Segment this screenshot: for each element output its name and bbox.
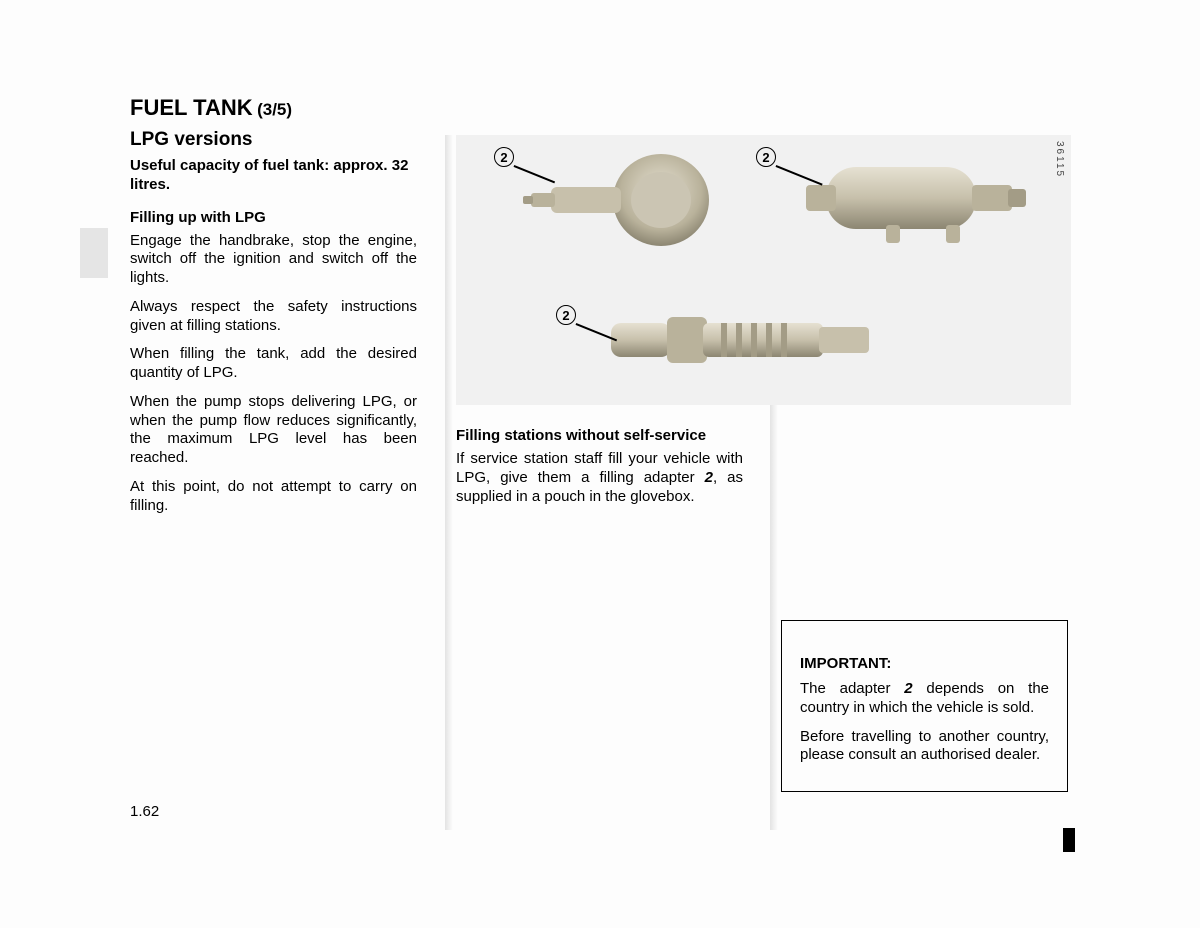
column-1: Useful capacity of fuel tank: approx. 32… [130, 157, 417, 525]
important-box: IMPORTANT: The adapter 2 depends on the … [781, 620, 1068, 792]
column-2: Filling stations without self-service If… [456, 427, 743, 516]
figure-ref: 36115 [1054, 141, 1065, 178]
col2-p1: If service station staff fill your vehic… [456, 450, 743, 506]
adapter-ref-inline: 2 [705, 469, 713, 486]
adapter-bayonet-icon [591, 295, 891, 385]
column-3: IMPORTANT: The adapter 2 depends on the … [781, 427, 1068, 792]
important-p2: Before travelling to another country, pl… [800, 728, 1049, 766]
col1-p4: When the pump stops delivering LPG, or w… [130, 393, 417, 468]
col1-heading: Filling up with LPG [130, 209, 417, 226]
end-mark [1063, 828, 1075, 852]
callout-2c: 2 [556, 305, 576, 325]
column-divider-1 [445, 135, 453, 830]
side-tab [80, 228, 108, 278]
col1-p5: At this point, do not attempt to carry o… [130, 478, 417, 516]
title-main: FUEL TANK [130, 95, 253, 120]
adapter-cylinder-icon [786, 147, 1036, 257]
col1-p3: When filling the tank, add the desired q… [130, 345, 417, 383]
important-p1: The adapter 2 depends on the country in … [800, 680, 1049, 718]
callout-2b: 2 [756, 147, 776, 167]
page-number: 1.62 [130, 803, 159, 820]
col2-heading: Filling stations without self-service [456, 427, 743, 444]
adapter-figure: 36115 [456, 135, 1071, 405]
important-label: IMPORTANT: [800, 655, 1049, 672]
col1-p2: Always respect the safety instructions g… [130, 298, 417, 336]
capacity-text: Useful capacity of fuel tank: approx. 32… [130, 157, 417, 195]
page-title: FUEL TANK (3/5) [130, 95, 1070, 121]
callout-2a: 2 [494, 147, 514, 167]
adapter-dish-icon [511, 135, 721, 265]
adapter-ref-inline: 2 [904, 680, 912, 697]
title-part: (3/5) [257, 100, 292, 119]
col1-p1: Engage the handbrake, stop the engine, s… [130, 232, 417, 288]
